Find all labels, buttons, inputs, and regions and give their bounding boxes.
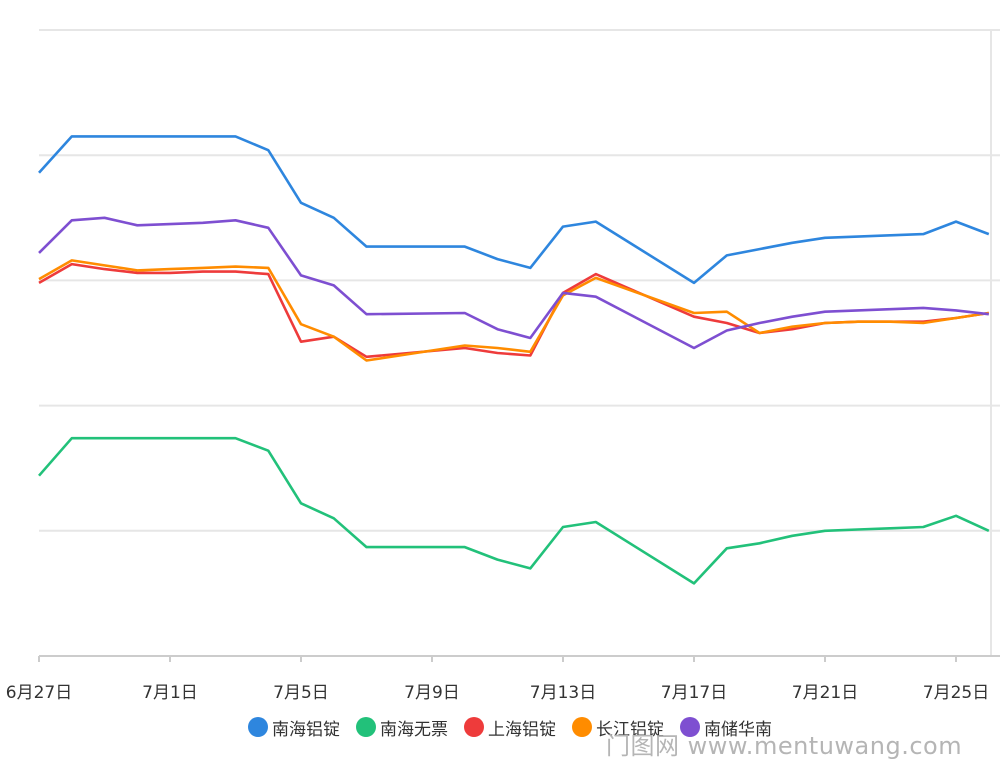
legend-dot bbox=[680, 717, 700, 737]
x-tick-label: 7月25日 bbox=[923, 683, 989, 700]
legend-label: 南海无票 bbox=[380, 719, 448, 740]
x-tick-labels: 6月27日 7月1日 7月5日 7月9日 7月13日 7月17日 7月21日 7月25日 bbox=[6, 656, 989, 700]
legend-dot bbox=[572, 717, 592, 737]
legend-dot bbox=[464, 717, 484, 737]
x-tick-label: 7月1日 bbox=[142, 683, 198, 700]
x-tick-label: 7月21日 bbox=[792, 683, 858, 700]
legend-label: 长江铝锭 bbox=[596, 719, 664, 740]
series-line-3 bbox=[38, 259, 989, 362]
series-line-1 bbox=[38, 436, 990, 585]
legend-item-nanhai-ingot[interactable]: 南海铝锭 bbox=[248, 714, 340, 740]
legend-label: 上海铝锭 bbox=[488, 719, 556, 740]
x-tick-label: 6月27日 bbox=[6, 683, 72, 700]
gridlines bbox=[39, 29, 1000, 656]
line-chart: 6月27日 7月1日 7月5日 7月9日 7月13日 7月17日 7月21日 7月25日 bbox=[6, 29, 1000, 700]
x-tick-label: 7月5日 bbox=[273, 683, 329, 700]
legend-dot bbox=[248, 717, 268, 737]
legend: 南海铝锭 南海无票 上海铝锭 长江铝锭 南储华南 bbox=[248, 714, 772, 740]
series-lines bbox=[38, 135, 990, 585]
legend-item-shanghai-ingot[interactable]: 上海铝锭 bbox=[464, 714, 556, 740]
x-tick-label: 7月9日 bbox=[404, 683, 460, 700]
legend-item-nanhai-noinvoice[interactable]: 南海无票 bbox=[356, 714, 448, 740]
series-line-0 bbox=[38, 135, 990, 285]
series-line-4 bbox=[38, 216, 989, 350]
x-tick-label: 7月17日 bbox=[661, 683, 727, 700]
watermark: 门图网 www.mentuwang.com bbox=[606, 732, 963, 760]
legend-dot bbox=[356, 717, 376, 737]
x-tick-label: 7月13日 bbox=[530, 683, 596, 700]
legend-label: 南海铝锭 bbox=[272, 719, 340, 740]
legend-item-nanchu-huanan[interactable]: 南储华南 bbox=[680, 714, 772, 740]
legend-item-changjiang-ingot[interactable]: 长江铝锭 bbox=[572, 714, 664, 740]
legend-label: 南储华南 bbox=[704, 719, 772, 740]
